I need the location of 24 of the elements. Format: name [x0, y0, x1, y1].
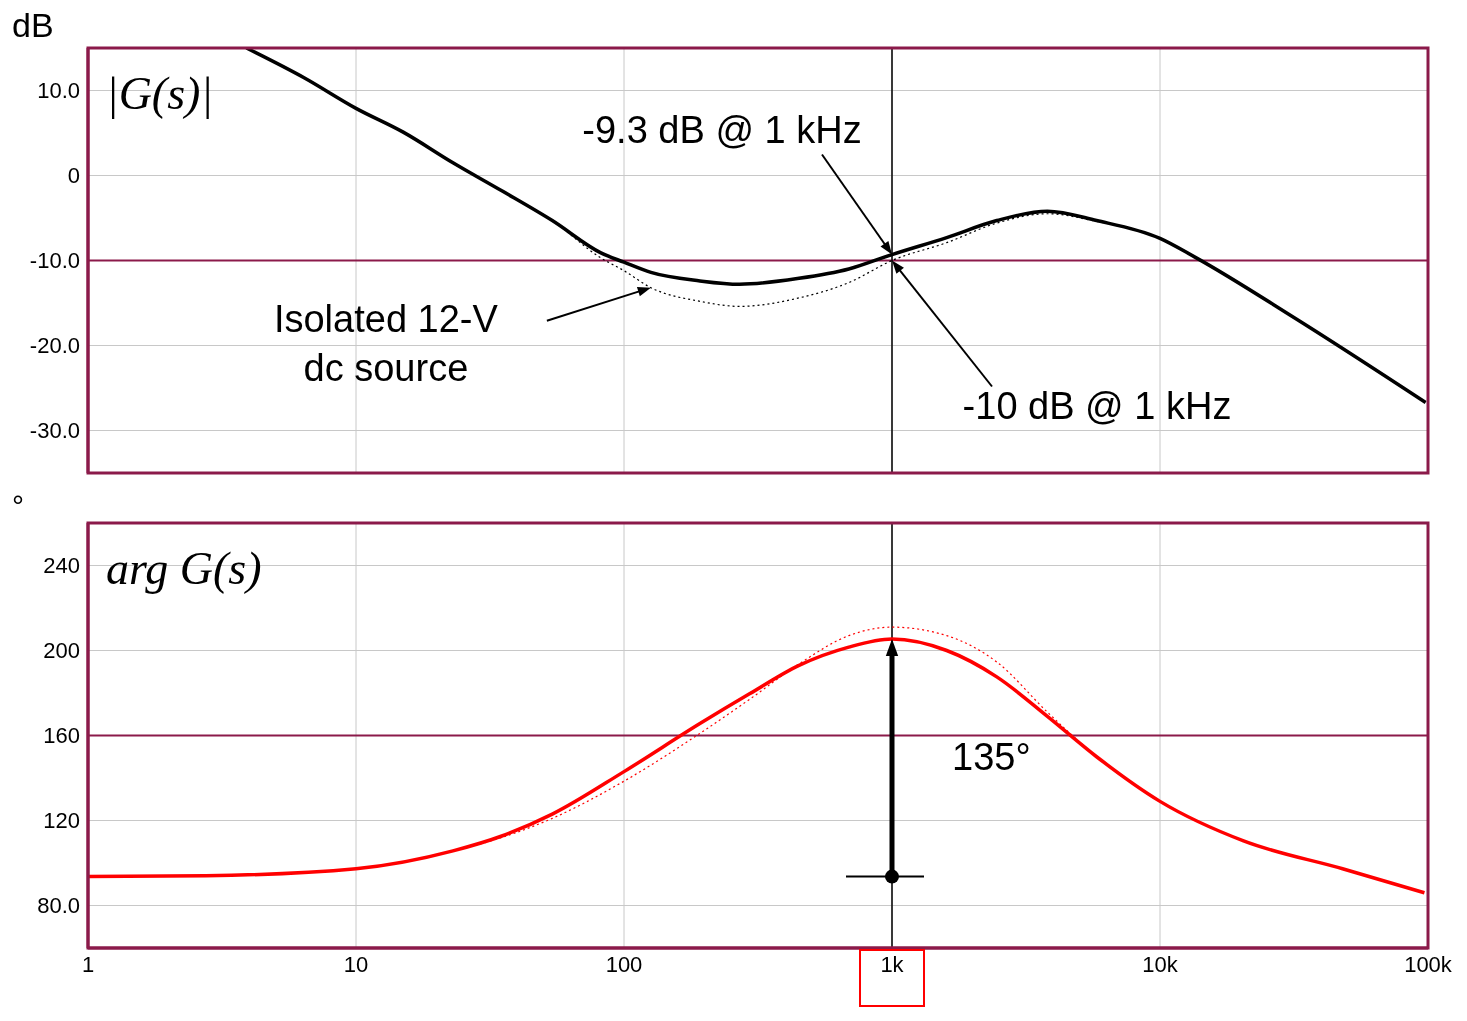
y-tick-label: -10.0	[29, 248, 80, 274]
y-tick-label: 160	[43, 723, 80, 749]
annotation: 135°	[952, 734, 1031, 780]
y-tick-label: -30.0	[29, 418, 80, 444]
y-tick-label: 80.0	[37, 893, 80, 919]
x-tick-label: 100	[605, 951, 643, 977]
y-tick-label: 120	[43, 808, 80, 834]
x-tick-label: 1k	[880, 951, 905, 977]
x-tick-label: 100k	[1404, 951, 1453, 977]
x-tick-label: 10	[343, 951, 369, 977]
y-tick-label: 10.0	[37, 78, 80, 104]
x-tick-label: 10k	[1142, 951, 1179, 977]
y-tick-label: 200	[43, 638, 80, 664]
annotation: -10 dB @ 1 kHz	[961, 383, 1233, 429]
annotation: -9.3 dB @ 1 kHz	[581, 107, 863, 153]
y-tick-label: 240	[43, 553, 80, 579]
y-tick-label: -20.0	[29, 333, 80, 359]
annotation: arg G(s)	[106, 542, 262, 596]
y-axis-title: °	[12, 489, 24, 522]
annotation: |G(s)|	[106, 67, 214, 121]
annotation: Isolated 12-V dc source	[272, 296, 499, 392]
y-tick-label: 0	[67, 163, 80, 189]
x-tick-label: 1	[81, 951, 95, 977]
y-axis-title: dB	[12, 6, 54, 44]
